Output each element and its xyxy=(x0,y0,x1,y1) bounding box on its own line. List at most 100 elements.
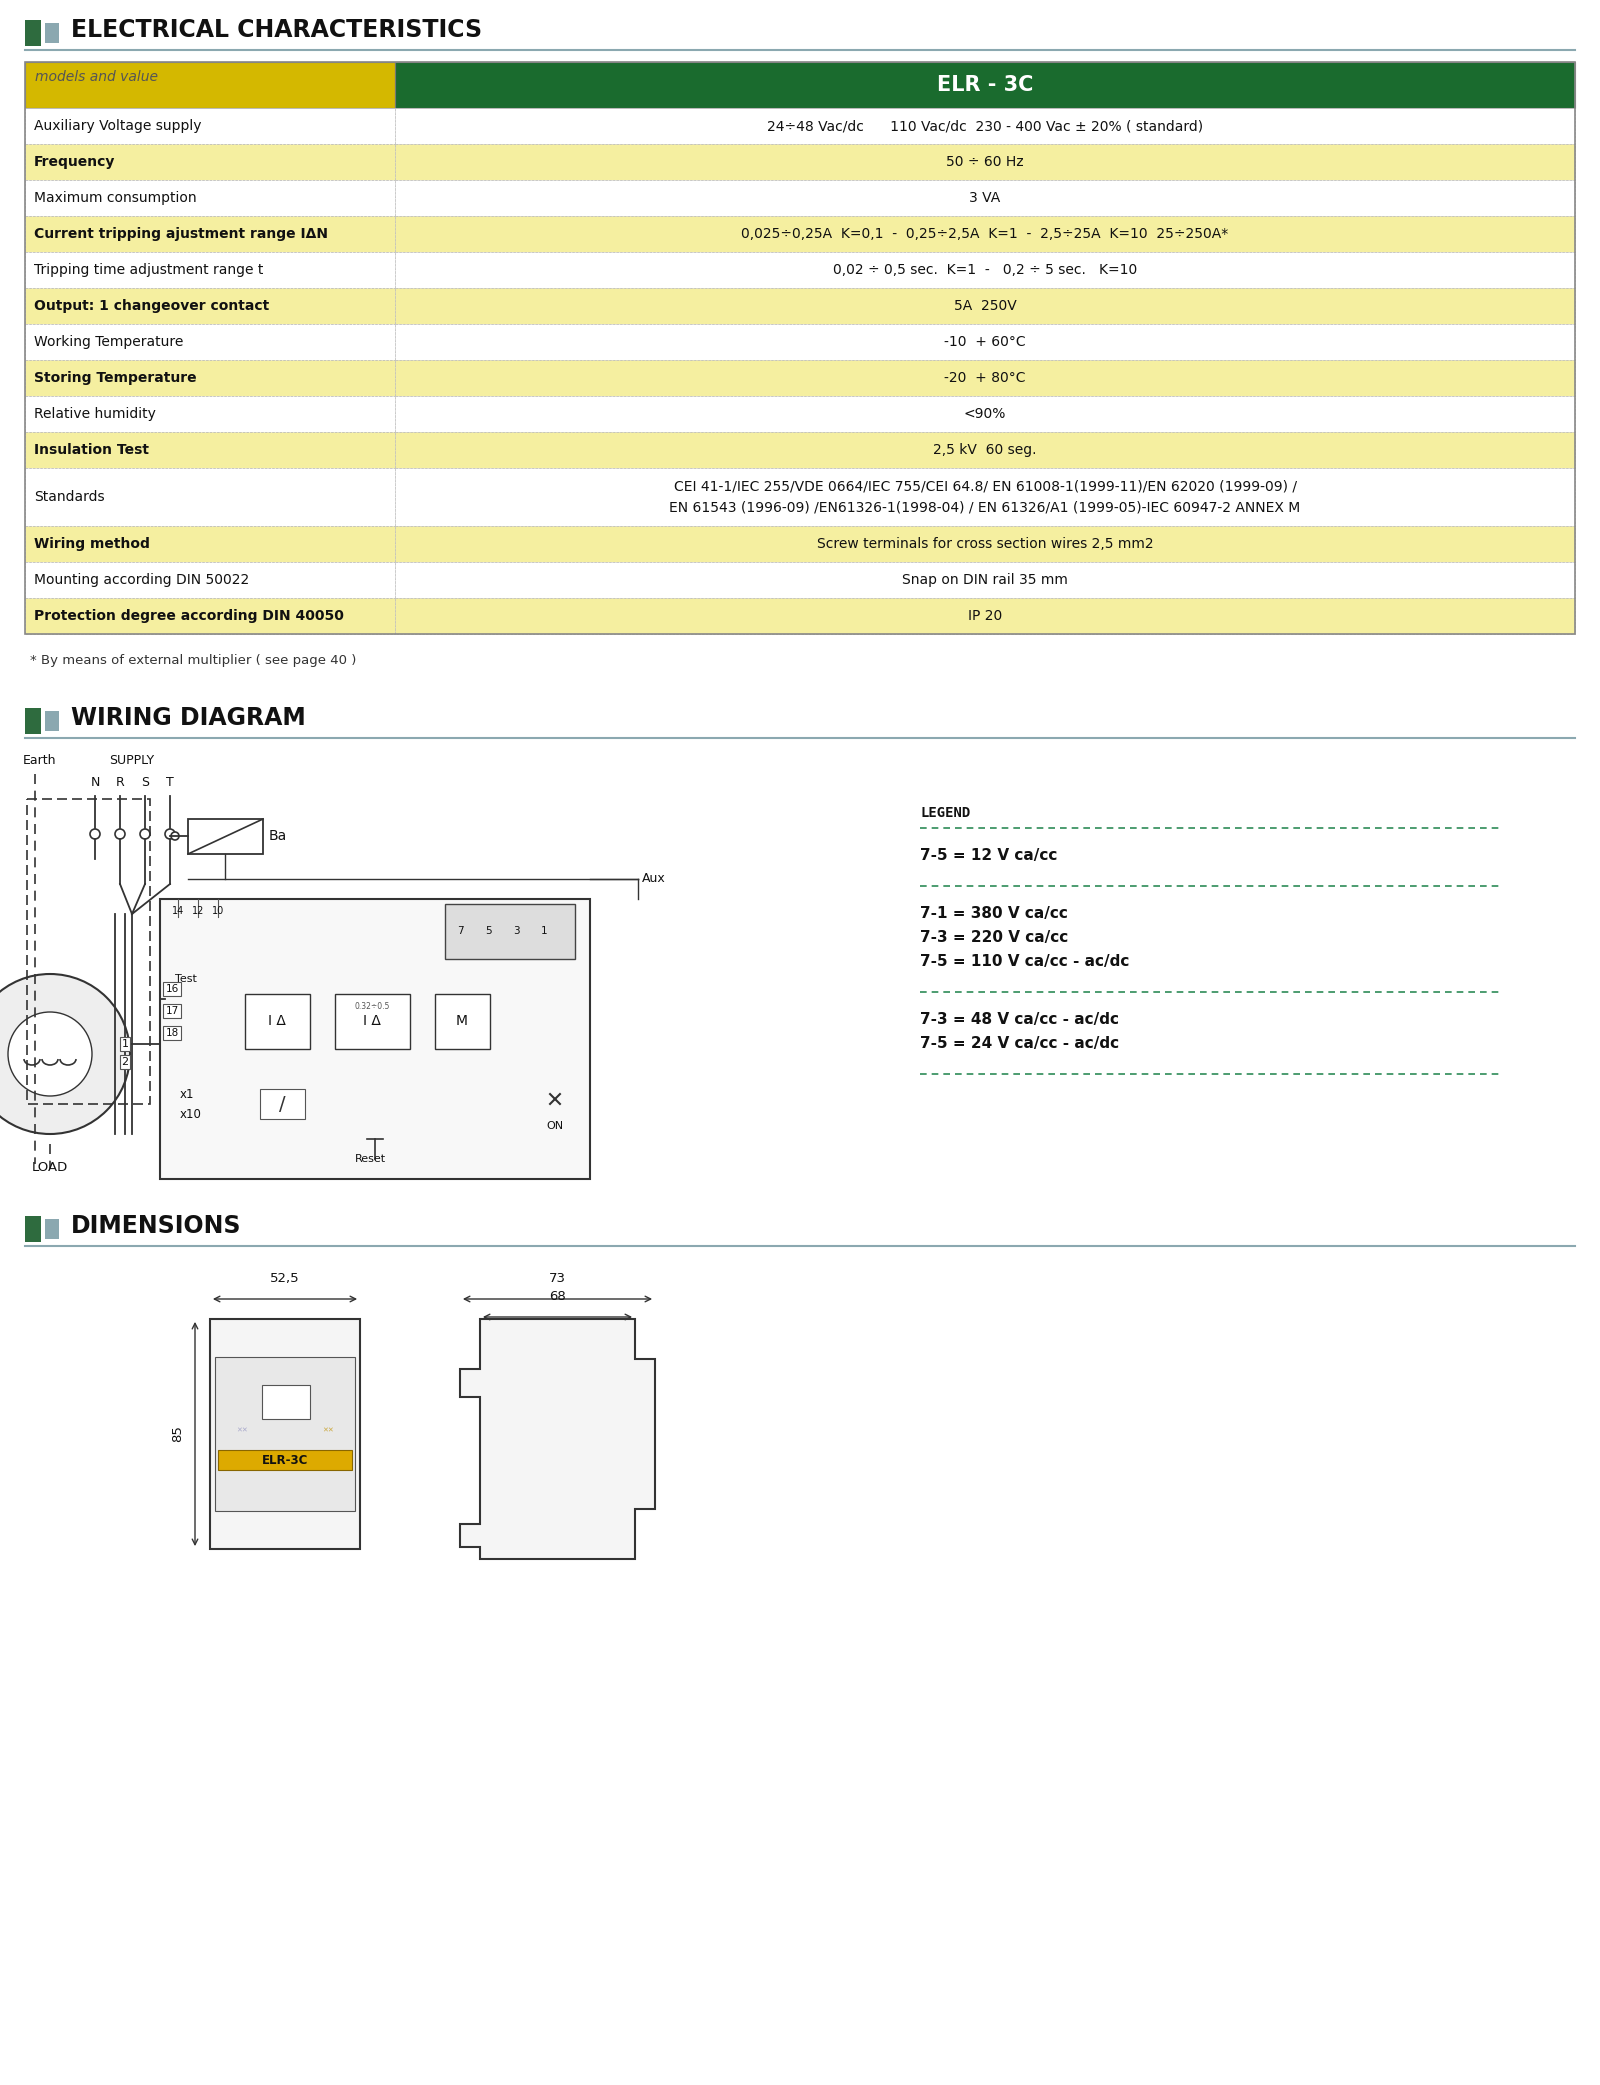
Bar xyxy=(26,144,395,179)
Text: 14: 14 xyxy=(171,907,184,915)
Circle shape xyxy=(240,1526,253,1539)
Text: LOAD: LOAD xyxy=(32,1161,69,1174)
Text: Storing Temperature: Storing Temperature xyxy=(34,371,197,386)
Text: 7-5 = 24 V ca/cc - ac/dc: 7-5 = 24 V ca/cc - ac/dc xyxy=(920,1036,1118,1051)
Text: Reset: Reset xyxy=(355,1153,386,1163)
Bar xyxy=(26,432,395,467)
Circle shape xyxy=(318,1526,330,1539)
Text: Output: 1 changeover contact: Output: 1 changeover contact xyxy=(34,298,269,313)
Bar xyxy=(214,1357,355,1512)
Bar xyxy=(395,179,1574,217)
Text: Ba: Ba xyxy=(269,830,288,842)
Text: 0,02 ÷ 0,5 sec.  K=1  -   0,2 ÷ 5 sec.   K=10: 0,02 ÷ 0,5 sec. K=1 - 0,2 ÷ 5 sec. K=10 xyxy=(834,263,1138,277)
Text: ELR-3C: ELR-3C xyxy=(262,1453,309,1466)
Text: 10: 10 xyxy=(211,907,224,915)
Bar xyxy=(26,252,395,288)
Circle shape xyxy=(278,1526,291,1539)
Bar xyxy=(26,323,395,361)
Text: Current tripping ajustment range IΔN: Current tripping ajustment range IΔN xyxy=(34,227,328,242)
Bar xyxy=(26,525,395,563)
Text: 0.32÷0.5: 0.32÷0.5 xyxy=(354,1003,390,1011)
Text: Working Temperature: Working Temperature xyxy=(34,336,184,348)
Bar xyxy=(160,899,590,1178)
Text: models and value: models and value xyxy=(35,71,158,83)
Text: Tripping time adjustment range t: Tripping time adjustment range t xyxy=(34,263,264,277)
Circle shape xyxy=(253,1328,266,1341)
Circle shape xyxy=(171,832,179,840)
Bar xyxy=(334,995,410,1049)
Text: S: S xyxy=(141,776,149,788)
Text: Standards: Standards xyxy=(34,490,104,505)
Text: Mounting according DIN 50022: Mounting according DIN 50022 xyxy=(34,573,250,588)
Bar xyxy=(210,1320,360,1549)
Text: 7-5 = 12 V ca/cc: 7-5 = 12 V ca/cc xyxy=(920,849,1058,863)
Circle shape xyxy=(306,1526,317,1539)
Text: * By means of external multiplier ( see page 40 ): * By means of external multiplier ( see … xyxy=(30,655,357,667)
Text: ELECTRICAL CHARACTERISTICS: ELECTRICAL CHARACTERISTICS xyxy=(70,19,482,42)
Text: x10: x10 xyxy=(179,1107,202,1120)
Text: <90%: <90% xyxy=(963,407,1006,421)
Text: Frequency: Frequency xyxy=(34,154,115,169)
Circle shape xyxy=(331,1328,342,1341)
Text: I Δ: I Δ xyxy=(363,1013,381,1028)
Text: IP 20: IP 20 xyxy=(968,609,1002,623)
Text: Earth: Earth xyxy=(24,755,56,767)
Text: -10  + 60°C: -10 + 60°C xyxy=(944,336,1026,348)
Bar xyxy=(26,21,42,46)
Bar xyxy=(395,563,1574,598)
Text: 24÷48 Vac/dc      110 Vac/dc  230 - 400 Vac ± 20% ( standard): 24÷48 Vac/dc 110 Vac/dc 230 - 400 Vac ± … xyxy=(766,119,1203,133)
Circle shape xyxy=(243,976,251,982)
Circle shape xyxy=(312,1387,344,1418)
Bar xyxy=(395,432,1574,467)
Text: 1: 1 xyxy=(541,926,547,936)
Text: 73: 73 xyxy=(549,1272,565,1284)
Text: 7-1 = 380 V ca/cc: 7-1 = 380 V ca/cc xyxy=(920,907,1067,922)
Text: 18: 18 xyxy=(165,1028,179,1038)
Text: Wiring method: Wiring method xyxy=(34,538,150,550)
Text: 12: 12 xyxy=(192,907,205,915)
Text: R: R xyxy=(115,776,125,788)
Text: 7-3 = 48 V ca/cc - ac/dc: 7-3 = 48 V ca/cc - ac/dc xyxy=(920,1011,1118,1028)
Bar xyxy=(26,709,42,734)
Bar xyxy=(26,179,395,217)
Text: Test: Test xyxy=(174,974,197,984)
Polygon shape xyxy=(461,1320,654,1560)
Circle shape xyxy=(90,830,99,838)
Bar xyxy=(395,144,1574,179)
Bar xyxy=(395,323,1574,361)
Text: SUPPLY: SUPPLY xyxy=(109,755,155,767)
Bar xyxy=(395,63,1574,108)
Bar xyxy=(395,288,1574,323)
Circle shape xyxy=(8,1011,93,1097)
Circle shape xyxy=(141,830,150,838)
Circle shape xyxy=(331,1526,342,1539)
Circle shape xyxy=(0,974,130,1134)
Circle shape xyxy=(306,1328,317,1341)
Bar xyxy=(218,1449,352,1470)
Circle shape xyxy=(238,970,256,988)
Text: 68: 68 xyxy=(549,1291,565,1303)
Text: 0,025÷0,25A  K=0,1  -  0,25÷2,5A  K=1  -  2,5÷25A  K=10  25÷250A*: 0,025÷0,25A K=0,1 - 0,25÷2,5A K=1 - 2,5÷… xyxy=(741,227,1229,242)
Text: 7-3 = 220 V ca/cc: 7-3 = 220 V ca/cc xyxy=(920,930,1069,945)
Bar xyxy=(26,1216,42,1243)
Circle shape xyxy=(214,974,226,984)
Text: 5: 5 xyxy=(485,926,491,936)
Text: DIMENSIONS: DIMENSIONS xyxy=(70,1213,242,1238)
Text: 3: 3 xyxy=(512,926,520,936)
Circle shape xyxy=(214,1328,226,1341)
Bar xyxy=(26,108,395,144)
Bar xyxy=(395,467,1574,525)
Bar xyxy=(262,1384,310,1420)
Text: Screw terminals for cross section wires 2,5 mm2: Screw terminals for cross section wires … xyxy=(816,538,1154,550)
Text: Snap on DIN rail 35 mm: Snap on DIN rail 35 mm xyxy=(902,573,1067,588)
Bar xyxy=(395,525,1574,563)
Bar xyxy=(26,63,395,108)
Text: 2,5 kV  60 seg.: 2,5 kV 60 seg. xyxy=(933,442,1037,457)
Bar xyxy=(26,598,395,634)
Circle shape xyxy=(226,1387,258,1418)
Bar xyxy=(395,361,1574,396)
Circle shape xyxy=(227,1328,238,1341)
Text: 16: 16 xyxy=(165,984,179,995)
Text: 7: 7 xyxy=(456,926,464,936)
Circle shape xyxy=(541,1084,570,1113)
